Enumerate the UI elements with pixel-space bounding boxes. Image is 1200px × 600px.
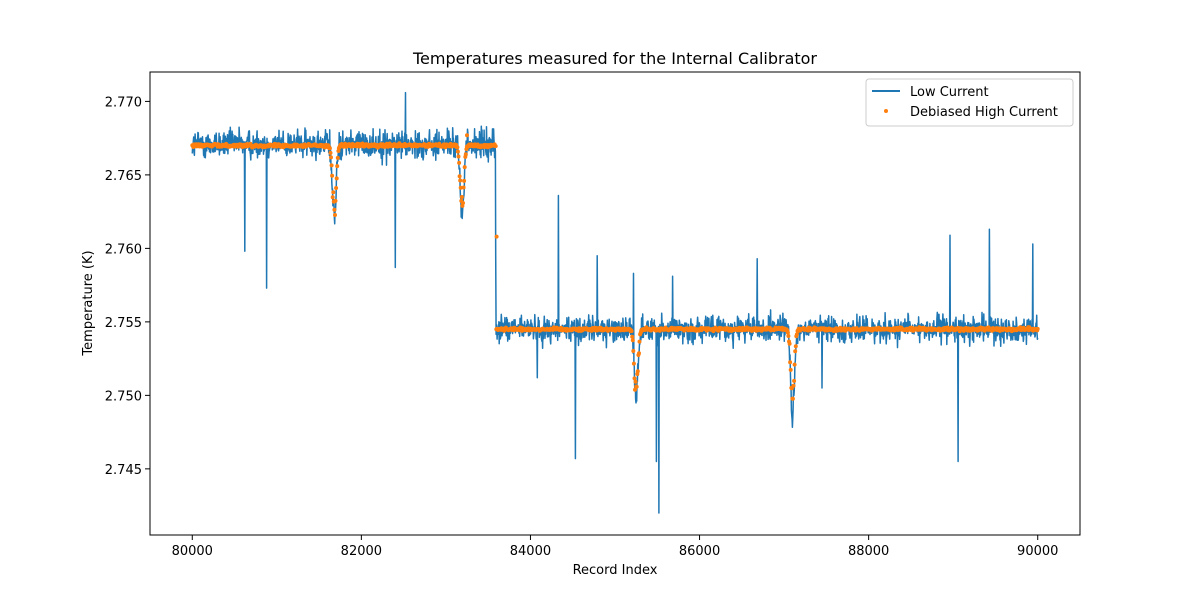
x-tick-label: 90000 — [1017, 544, 1058, 559]
y-axis-label: Temperature (K) — [81, 250, 96, 356]
debiased-high-current-point — [634, 384, 639, 389]
debiased-high-current-point — [637, 339, 642, 344]
debiased-high-current-point — [793, 349, 798, 354]
debiased-high-current-point — [330, 195, 335, 200]
debiased-high-current-point — [456, 154, 461, 159]
x-tick-label: 86000 — [679, 544, 720, 559]
debiased-high-current-point — [335, 155, 340, 160]
debiased-high-current-point — [493, 144, 498, 149]
x-tick-label: 84000 — [510, 544, 551, 559]
legend: Low Current Debiased High Current — [865, 78, 1074, 127]
debiased-high-current-point — [461, 201, 465, 205]
debiased-high-current-point — [458, 178, 463, 183]
y-tick-label: 2.750 — [105, 389, 142, 404]
debiased-high-current-point — [333, 198, 338, 203]
legend-box — [865, 78, 1074, 127]
debiased-high-current-point — [791, 383, 796, 388]
debiased-high-current-point — [630, 334, 635, 339]
debiased-high-current-point — [330, 173, 335, 178]
debiased-high-current-point — [329, 155, 333, 160]
y-tick-label: 2.770 — [105, 95, 142, 110]
legend-dot-marker — [884, 109, 888, 113]
y-tick-label: 2.760 — [105, 242, 142, 257]
debiased-high-current-point — [462, 178, 467, 183]
debiased-high-current-point — [792, 362, 797, 367]
debiased-high-current-point — [631, 349, 636, 353]
debiased-high-current-point — [794, 332, 799, 337]
plot-area — [190, 91, 1040, 514]
y-axis: 2.745 2.750 2.755 2.760 2.765 2.770 — [105, 95, 150, 478]
debiased-high-current-point — [633, 387, 637, 392]
x-axis-label: Record Index — [573, 563, 658, 578]
debiased-high-current-point — [332, 207, 337, 212]
debiased-high-current-point — [632, 376, 637, 381]
debiased-high-current-point — [334, 176, 339, 181]
x-axis: 80000 82000 84000 86000 88000 90000 — [172, 535, 1058, 559]
debiased-high-current-point — [328, 150, 333, 155]
debiased-high-current-point — [331, 190, 336, 195]
debiased-high-current-point — [327, 146, 332, 151]
debiased-high-current-point — [463, 152, 468, 157]
debiased-high-current-point — [792, 378, 797, 383]
debiased-high-current-point — [329, 163, 334, 168]
debiased-high-current-point — [334, 186, 339, 190]
debiased-high-current-point — [629, 329, 634, 334]
debiased-high-current-point — [793, 344, 798, 349]
debiased-high-current-point — [637, 351, 641, 356]
debiased-high-current-point — [786, 334, 791, 338]
debiased-high-current-point — [788, 360, 793, 365]
debiased-high-current-point — [630, 338, 635, 343]
y-tick-label: 2.745 — [105, 463, 142, 478]
debiased-high-current-point — [457, 174, 462, 179]
debiased-high-current-point — [458, 185, 463, 190]
plot-frame — [149, 71, 1081, 536]
debiased-high-current-point — [455, 145, 460, 150]
debiased-high-current-point — [788, 367, 793, 372]
debiased-high-current-point — [465, 133, 469, 138]
debiased-high-current-point — [462, 165, 467, 170]
debiased-high-current-point — [335, 164, 340, 169]
debiased-high-current-point — [787, 341, 792, 346]
series-layer — [190, 91, 1040, 514]
debiased-high-current-point — [457, 160, 462, 165]
y-tick-label: 2.765 — [105, 169, 142, 184]
debiased-high-current-point — [494, 234, 499, 239]
debiased-high-current-point — [455, 149, 460, 154]
debiased-high-current-point — [1035, 326, 1040, 331]
x-tick-label: 80000 — [172, 544, 213, 559]
debiased-high-current-point — [635, 369, 640, 374]
debiased-high-current-point — [333, 213, 337, 217]
x-tick-label: 88000 — [848, 544, 889, 559]
debiased-high-current-point — [631, 361, 636, 366]
debiased-high-current-point — [461, 185, 466, 190]
chart-title: Temperatures measured for the Internal C… — [412, 49, 817, 68]
debiased-high-current-point — [785, 330, 790, 335]
y-tick-label: 2.755 — [105, 316, 142, 331]
debiased-high-current-point — [633, 379, 638, 384]
debiased-high-current-point — [459, 195, 464, 199]
legend-label-low-current: Low Current — [910, 85, 989, 100]
debiased-high-current-point — [790, 396, 795, 401]
x-tick-label: 82000 — [341, 544, 382, 559]
legend-label-debiased-high-current: Debiased High Current — [910, 105, 1058, 120]
